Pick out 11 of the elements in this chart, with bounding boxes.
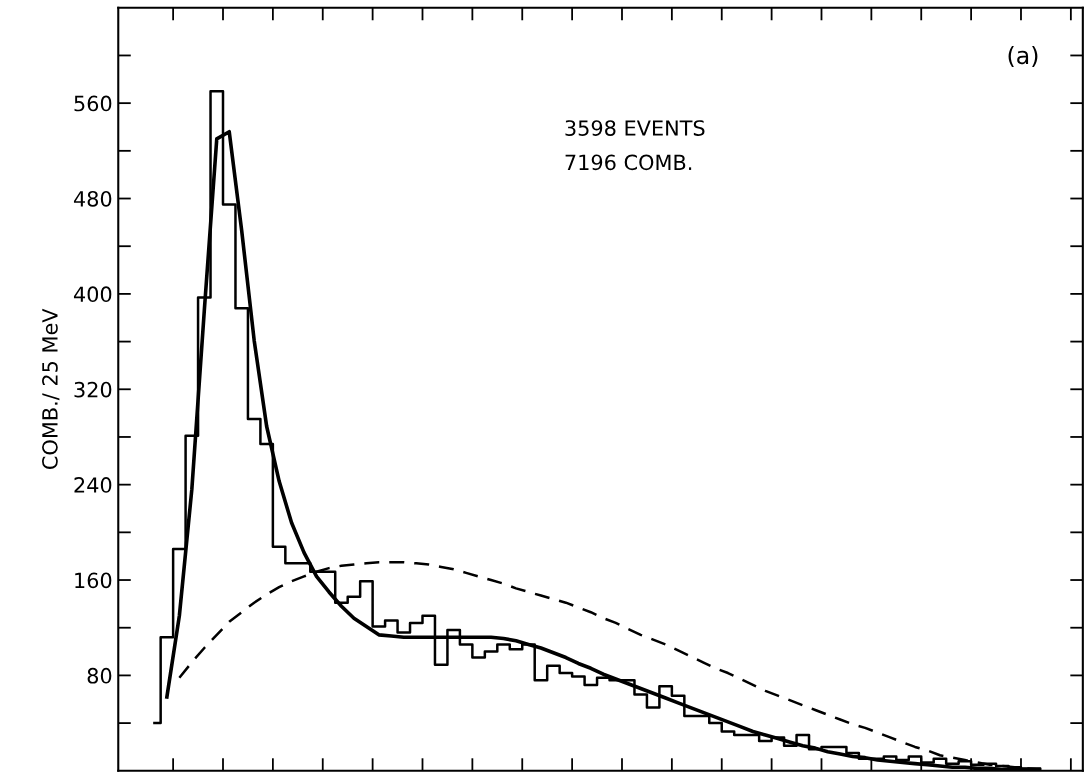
y-tick-label: 400 — [73, 286, 112, 303]
annotation: 3598 EVENTS — [565, 120, 705, 136]
annotation: 7196 COMB. — [565, 154, 692, 171]
y-axis-title: COMB./ 25 MeV — [42, 308, 60, 469]
y-tick-label: 320 — [74, 381, 112, 398]
y-tick-label: 160 — [75, 572, 112, 589]
y-tick-label: 480 — [73, 190, 112, 207]
annotation: (a) — [1008, 45, 1038, 67]
y-tick-label: 240 — [74, 477, 112, 493]
y-tick-label: 80 — [87, 667, 112, 684]
y-tick-label: 560 — [74, 95, 112, 112]
